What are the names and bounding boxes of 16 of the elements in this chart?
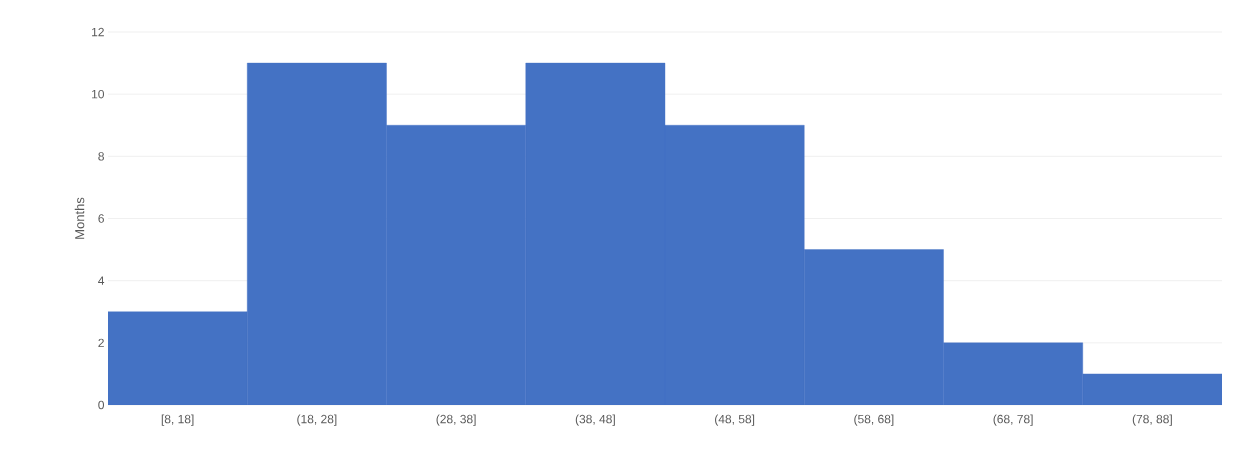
y-tick-label: 8: [98, 152, 104, 161]
x-tick-label: (28, 38]: [436, 414, 476, 426]
y-axis-title: Months: [74, 197, 85, 239]
x-tick-label: (58, 68]: [854, 414, 894, 426]
y-tick-label: 12: [92, 27, 104, 37]
x-tick-label: (68, 78]: [993, 414, 1033, 426]
y-tick-label: 2: [98, 338, 104, 348]
x-tick-label: [8, 18]: [161, 414, 194, 426]
x-tick-label: (48, 58]: [715, 414, 755, 426]
y-tick-label: 10: [92, 89, 105, 99]
x-tick-label: (18, 28]: [297, 414, 337, 426]
y-tick-label: 4: [98, 276, 105, 285]
y-tick-label: 6: [98, 214, 104, 223]
y-tick-label: 0: [98, 400, 105, 410]
x-tick-label: (38, 48]: [575, 414, 615, 426]
x-tick-label: (78, 88]: [1132, 414, 1172, 426]
